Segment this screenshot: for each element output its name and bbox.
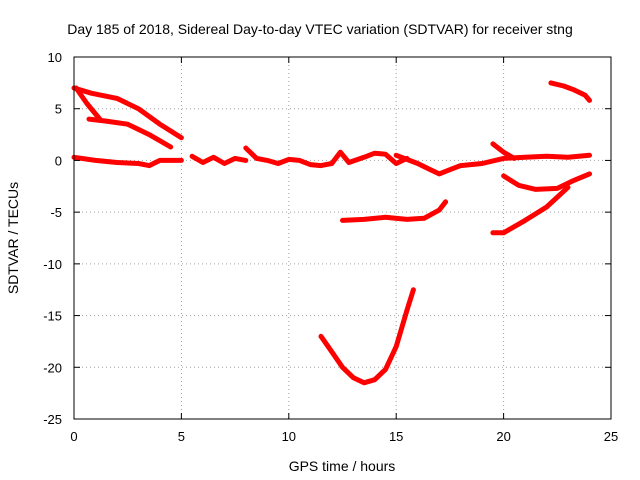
y-tick-label: -5 bbox=[50, 205, 62, 220]
data-series bbox=[71, 80, 592, 386]
series-arc-5 bbox=[189, 153, 249, 166]
x-tick-label: 10 bbox=[282, 429, 296, 444]
x-tick-label: 25 bbox=[604, 429, 618, 444]
series-arc-3 bbox=[86, 116, 174, 150]
series-arc-12 bbox=[548, 80, 592, 103]
plot-frame bbox=[73, 56, 612, 420]
series-arc-13 bbox=[318, 287, 416, 386]
y-tick-label: -20 bbox=[43, 360, 62, 375]
series-arc-6 bbox=[243, 145, 410, 169]
y-tick-label: 10 bbox=[48, 50, 62, 65]
series-arc-10 bbox=[501, 171, 592, 192]
y-tick-label: 0 bbox=[55, 153, 62, 168]
y-tick-label: -15 bbox=[43, 309, 62, 324]
series-arc-11 bbox=[490, 184, 571, 236]
series-arc-1 bbox=[71, 85, 184, 141]
series-arc-7 bbox=[393, 152, 592, 177]
grid-lines bbox=[74, 57, 611, 419]
y-tick-label: 5 bbox=[55, 102, 62, 117]
series-arc-8 bbox=[490, 141, 517, 161]
y-tick-labels: -25 -20 -15 -10 -5 0 5 10 bbox=[43, 50, 62, 427]
x-tick-label: 0 bbox=[70, 429, 77, 444]
x-tick-labels: 0 5 10 15 20 25 bbox=[70, 429, 618, 444]
x-axis-label: GPS time / hours bbox=[289, 458, 396, 474]
x-tick-label: 20 bbox=[496, 429, 510, 444]
series-arc-9 bbox=[340, 199, 449, 223]
x-tick-label: 15 bbox=[389, 429, 403, 444]
series-arc-2 bbox=[73, 85, 103, 122]
y-axis-label: SDTVAR / TECUs bbox=[5, 182, 21, 294]
x-tick-label: 5 bbox=[178, 429, 185, 444]
axis-ticks bbox=[73, 56, 612, 420]
chart-title: Day 185 of 2018, Sidereal Day-to-day VTE… bbox=[67, 21, 573, 37]
y-tick-label: -25 bbox=[43, 412, 62, 427]
series-arc-4 bbox=[71, 154, 184, 169]
y-tick-label: -10 bbox=[43, 257, 62, 272]
